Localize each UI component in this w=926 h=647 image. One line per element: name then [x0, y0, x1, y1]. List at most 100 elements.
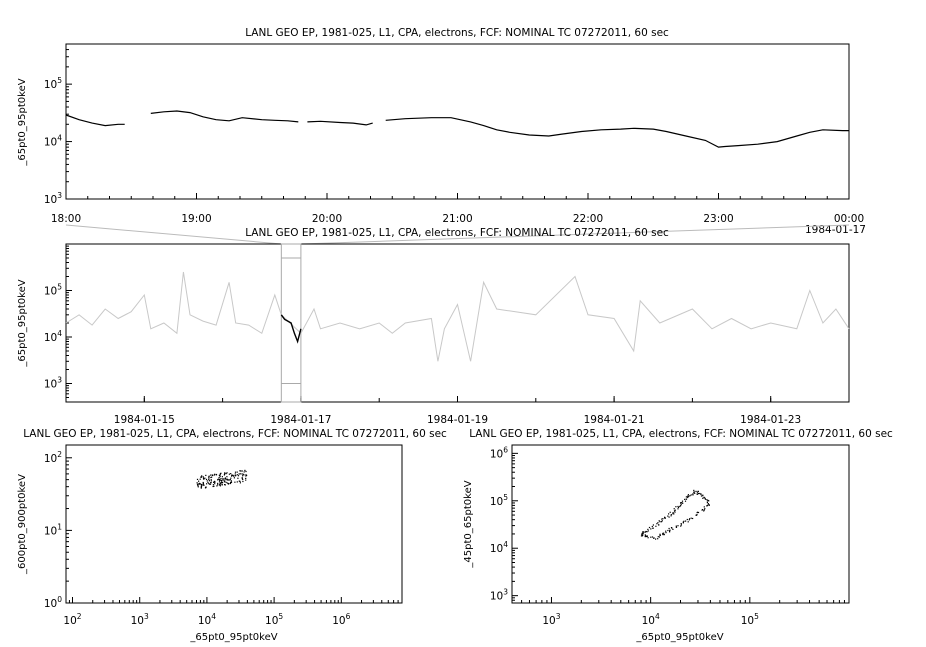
bottom-right-panel: LANL GEO EP, 1981-025, L1, CPA, electron…	[463, 428, 893, 643]
middle-x-tick-label: 1984-01-19	[427, 414, 488, 426]
top-x-tick-label: 00:00	[834, 213, 864, 225]
scatter-point	[687, 496, 689, 498]
scatter-point	[703, 506, 705, 508]
middle-x-tick-label: 1984-01-23	[740, 414, 801, 426]
scatter-point	[206, 480, 208, 482]
scatter-point	[230, 481, 233, 483]
top-series-segment-0	[65, 114, 125, 127]
bottom-left-y-tick-label: 101	[44, 522, 62, 537]
scatter-point	[228, 479, 230, 481]
scatter-point	[229, 479, 231, 481]
scatter-point	[681, 500, 684, 502]
middle-panel: LANL GEO EP, 1981-025, L1, CPA, electron…	[17, 227, 850, 426]
scatter-point	[680, 502, 682, 504]
scatter-point	[201, 475, 203, 477]
scatter-point	[202, 482, 204, 484]
scatter-point	[669, 530, 671, 532]
scatter-point	[706, 505, 708, 507]
scatter-point	[245, 474, 247, 476]
scatter-point	[239, 473, 241, 475]
scatter-point	[199, 483, 201, 485]
scatter-point	[214, 483, 216, 485]
scatter-point	[242, 480, 244, 483]
middle-highlight-box	[280, 243, 302, 403]
scatter-point	[688, 495, 690, 497]
scatter-point	[233, 477, 235, 479]
scatter-point	[687, 494, 689, 496]
scatter-point	[703, 509, 705, 511]
scatter-point	[677, 525, 679, 527]
scatter-point	[197, 486, 199, 488]
scatter-point	[226, 478, 228, 480]
scatter-point	[680, 504, 682, 506]
scatter-point	[652, 527, 654, 529]
middle-plot-frame	[65, 243, 850, 403]
scatter-point	[202, 477, 205, 479]
scatter-point	[695, 514, 698, 516]
scatter-point	[224, 484, 226, 486]
scatter-point	[200, 486, 202, 489]
scatter-point	[686, 518, 688, 521]
bottom-left-y-ticks: 100 101 102	[44, 450, 72, 610]
bottom-left-plot-frame	[65, 444, 403, 604]
scatter-point	[203, 484, 205, 486]
scatter-point	[684, 500, 687, 502]
scatter-point	[685, 496, 687, 498]
scatter-point	[208, 476, 210, 478]
scatter-point	[208, 478, 210, 481]
scatter-point	[235, 475, 237, 477]
scatter-point	[224, 484, 226, 486]
scatter-point	[219, 479, 221, 481]
scatter-point	[202, 483, 204, 485]
top-x-tick-label: 22:00	[573, 213, 603, 225]
scatter-point	[677, 508, 679, 510]
zoom-connector-lines	[65, 224, 850, 245]
top-y-axis-label: _65pt0_95pt0keV	[17, 78, 28, 166]
scatter-point	[205, 478, 208, 480]
bottom-right-minor-ticks	[511, 455, 845, 604]
scatter-point	[237, 477, 239, 479]
scatter-point	[228, 473, 230, 475]
scatter-point	[656, 523, 658, 525]
scatter-point	[202, 476, 204, 478]
scatter-point	[675, 506, 677, 508]
bottom-right-scatter-points	[640, 489, 710, 540]
scatter-point	[242, 478, 244, 481]
scatter-point	[211, 474, 213, 476]
top-x-tick-label: 19:00	[181, 213, 211, 225]
scatter-point	[645, 530, 647, 533]
scatter-point	[644, 536, 646, 538]
scatter-point	[214, 473, 216, 475]
scatter-point	[647, 528, 649, 530]
scatter-point	[661, 520, 663, 522]
scatter-point	[644, 531, 646, 533]
scatter-point	[667, 515, 669, 517]
middle-series-highlight	[280, 314, 302, 344]
bottom-left-minor-ticks	[65, 460, 403, 603]
scatter-point	[646, 535, 648, 537]
bottom-left-chart-title: LANL GEO EP, 1981-025, L1, CPA, electron…	[23, 428, 447, 440]
scatter-point	[209, 483, 211, 485]
scatter-point	[644, 534, 646, 536]
scatter-point	[690, 517, 692, 519]
scatter-point	[241, 477, 243, 479]
scatter-point	[202, 484, 204, 486]
bottom-left-panel: LANL GEO EP, 1981-025, L1, CPA, electron…	[17, 428, 447, 643]
scatter-point	[240, 470, 242, 472]
scatter-point	[196, 482, 198, 484]
bottom-left-x-tick-label: 102	[63, 612, 81, 627]
scatter-point	[650, 536, 652, 538]
scatter-point	[708, 504, 710, 506]
scatter-point	[702, 509, 704, 511]
scatter-point	[210, 482, 212, 484]
scatter-point	[234, 475, 236, 477]
scatter-point	[225, 481, 227, 483]
bottom-right-x-tick-label: 105	[741, 612, 759, 627]
scatter-point	[241, 470, 243, 472]
scatter-point	[212, 485, 214, 488]
scatter-point	[648, 526, 651, 529]
bottom-left-x-tick-label: 104	[198, 612, 216, 627]
scatter-point	[704, 508, 706, 510]
scatter-point	[208, 475, 210, 477]
scatter-point	[238, 480, 240, 482]
